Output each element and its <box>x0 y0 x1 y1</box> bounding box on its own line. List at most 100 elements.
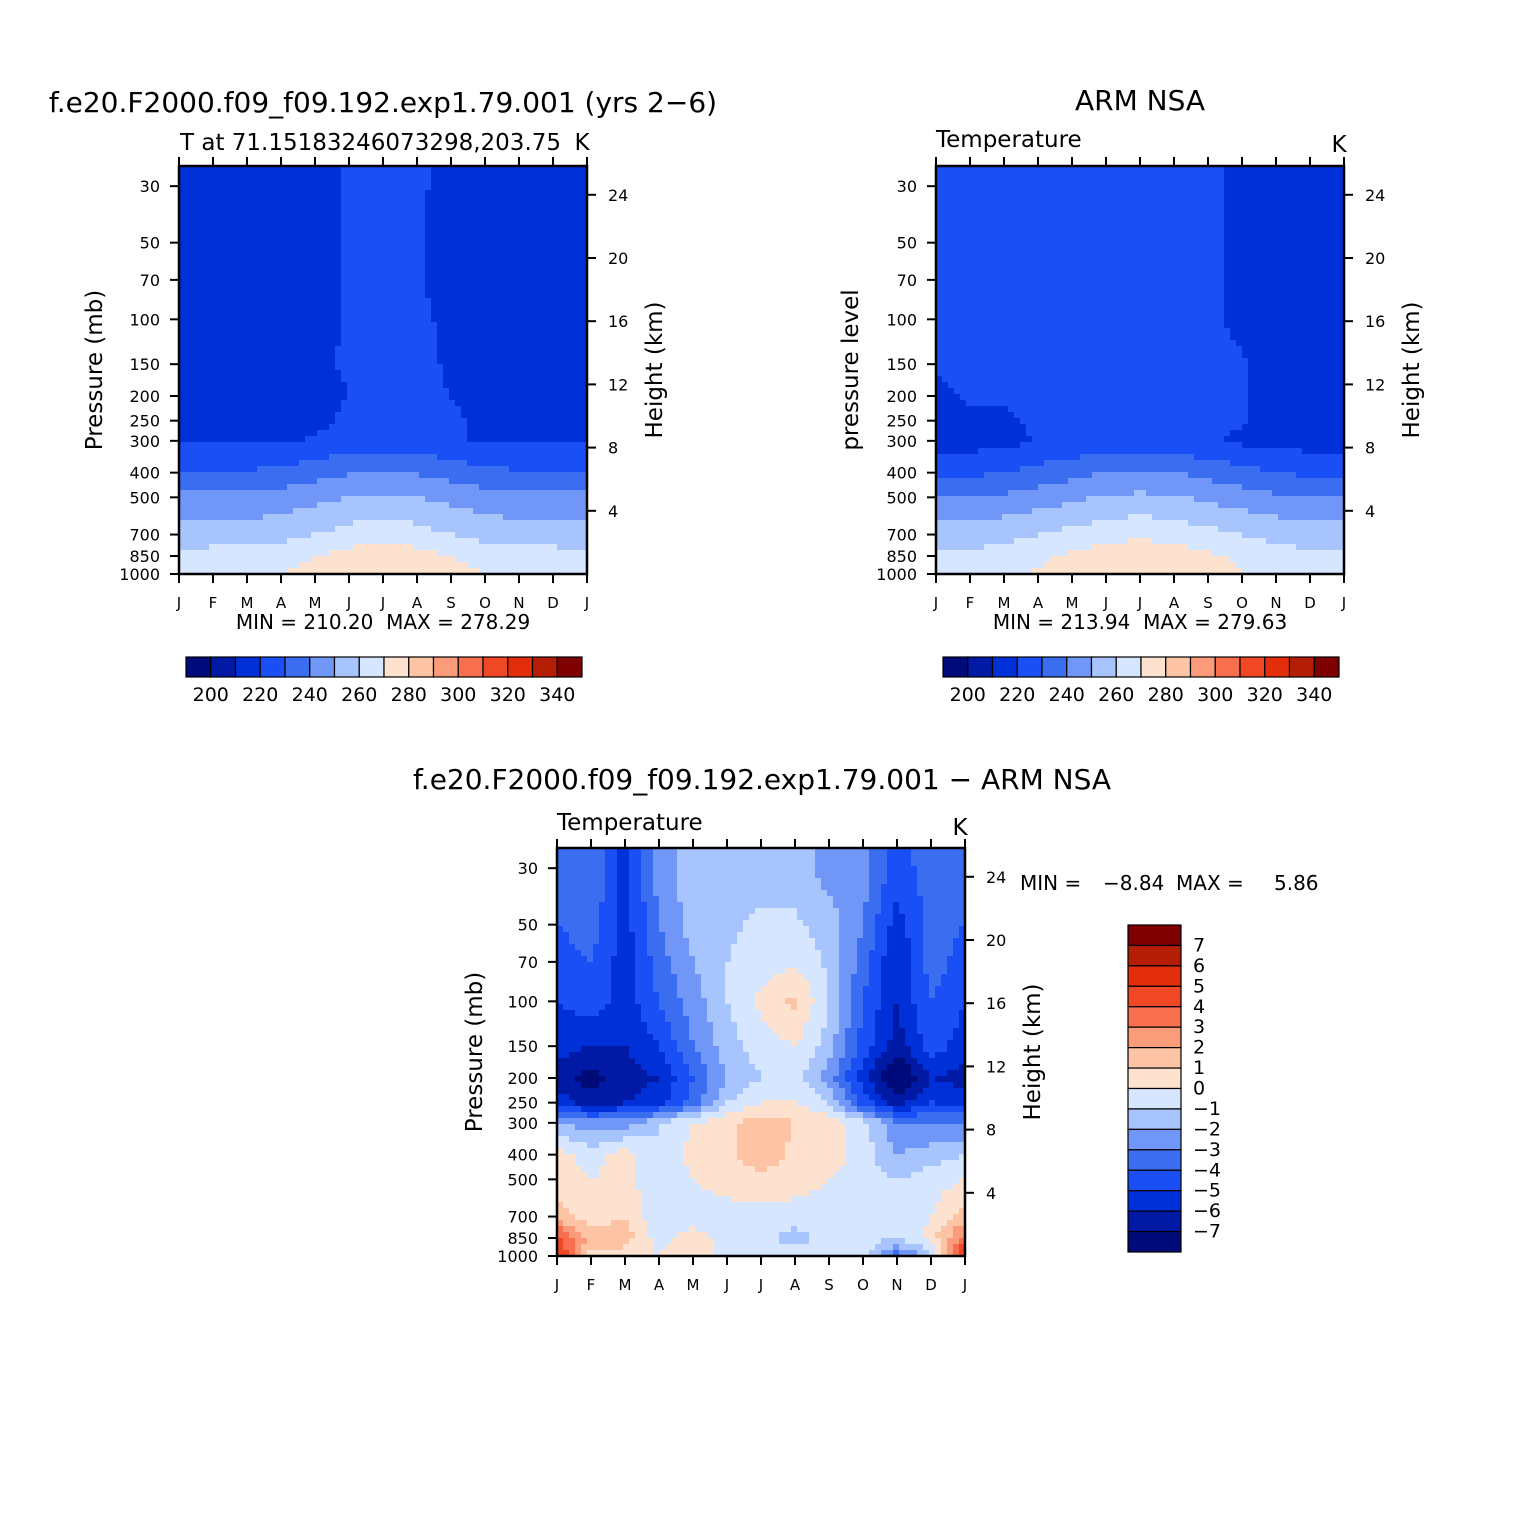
field-cell <box>527 322 534 329</box>
field-cell <box>509 550 516 557</box>
field-cell <box>389 220 396 227</box>
field-cell <box>1260 172 1267 179</box>
field-cell <box>437 346 444 353</box>
field-cell <box>431 370 438 377</box>
field-cell <box>437 256 444 263</box>
field-cell <box>179 526 186 533</box>
field-cell <box>191 214 198 221</box>
field-cell <box>185 568 192 575</box>
field-cell <box>221 478 228 485</box>
field-cell <box>227 328 234 335</box>
field-cell <box>515 496 522 503</box>
field-cell <box>473 190 480 197</box>
field-cell <box>239 358 246 365</box>
field-cell <box>371 328 378 335</box>
field-cell <box>497 502 504 509</box>
field-cell <box>413 394 420 401</box>
field-cell <box>275 472 282 479</box>
field-cell <box>401 304 408 311</box>
field-cell <box>485 244 492 251</box>
field-cell <box>191 298 198 305</box>
field-cell <box>581 322 588 329</box>
field-cell <box>527 220 534 227</box>
field-cell <box>557 454 564 461</box>
field-cell <box>179 238 186 245</box>
field-cell <box>461 316 468 323</box>
field-cell <box>203 286 210 293</box>
field-cell <box>563 550 570 557</box>
field-cell <box>455 322 462 329</box>
field-cell <box>401 424 408 431</box>
field-cell <box>359 526 366 533</box>
field-cell <box>383 376 390 383</box>
field-cell <box>335 490 342 497</box>
field-cell <box>497 178 504 185</box>
field-cell <box>545 226 552 233</box>
field-cell <box>563 196 570 203</box>
field-cell <box>179 286 186 293</box>
field-cell <box>509 166 516 173</box>
field-cell <box>239 388 246 395</box>
field-cell <box>251 400 258 407</box>
field-cell <box>1098 184 1105 191</box>
field-cell <box>443 346 450 353</box>
field-cell <box>371 232 378 239</box>
field-cell <box>497 442 504 449</box>
field-cell <box>203 346 210 353</box>
field-cell <box>251 532 258 539</box>
field-cell <box>557 544 564 551</box>
field-cell <box>551 274 558 281</box>
field-cell <box>581 328 588 335</box>
field-cell <box>323 370 330 377</box>
field-cell <box>221 532 228 539</box>
field-cell <box>581 508 588 515</box>
field-cell <box>455 232 462 239</box>
field-cell <box>431 250 438 257</box>
y2-tick-label: 12 <box>608 375 628 394</box>
field-cell <box>311 484 318 491</box>
field-cell <box>455 316 462 323</box>
field-cell <box>431 214 438 221</box>
field-cell <box>323 268 330 275</box>
field-cell <box>257 256 264 263</box>
field-cell <box>1296 172 1303 179</box>
field-cell <box>473 538 480 545</box>
field-cell <box>209 334 216 341</box>
field-cell <box>515 298 522 305</box>
field-cell <box>413 298 420 305</box>
field-cell <box>359 316 366 323</box>
field-cell <box>485 484 492 491</box>
field-cell <box>245 202 252 209</box>
field-cell <box>221 352 228 359</box>
field-cell <box>449 304 456 311</box>
field-cell <box>551 280 558 287</box>
x-tick-label: J <box>584 594 589 612</box>
field-cell <box>425 196 432 203</box>
field-cell <box>936 166 943 173</box>
field-cell <box>551 364 558 371</box>
field-cell <box>497 496 504 503</box>
field-cell <box>245 436 252 443</box>
field-cell <box>1206 178 1213 185</box>
field-cell <box>305 544 312 551</box>
field-cell <box>257 418 264 425</box>
field-cell <box>317 478 324 485</box>
field-cell <box>383 466 390 473</box>
field-cell <box>545 214 552 221</box>
field-cell <box>539 310 546 317</box>
field-cell <box>383 448 390 455</box>
field-cell <box>293 418 300 425</box>
field-cell <box>431 292 438 299</box>
field-cell <box>227 274 234 281</box>
field-cell <box>323 304 330 311</box>
field-cell <box>329 352 336 359</box>
field-cell <box>371 220 378 227</box>
field-cell <box>449 478 456 485</box>
field-cell <box>191 286 198 293</box>
field-cell <box>557 172 564 179</box>
field-cell <box>305 466 312 473</box>
field-cell <box>581 184 588 191</box>
field-cell <box>221 424 228 431</box>
field-cell <box>509 274 516 281</box>
field-cell <box>569 418 576 425</box>
